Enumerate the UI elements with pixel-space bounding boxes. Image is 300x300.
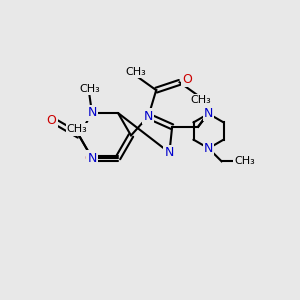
Text: CH₃: CH₃ [234, 156, 255, 166]
Text: N: N [87, 152, 97, 164]
Text: N: N [144, 110, 153, 123]
Text: CH₃: CH₃ [190, 95, 211, 105]
Text: CH₃: CH₃ [67, 124, 87, 134]
Text: N: N [165, 146, 174, 159]
Text: O: O [46, 114, 56, 127]
Text: N: N [204, 107, 213, 120]
Text: O: O [85, 152, 94, 164]
Text: O: O [183, 73, 193, 86]
Text: N: N [204, 142, 213, 155]
Text: N: N [87, 106, 97, 119]
Text: CH₃: CH₃ [126, 67, 146, 77]
Text: CH₃: CH₃ [79, 84, 100, 94]
